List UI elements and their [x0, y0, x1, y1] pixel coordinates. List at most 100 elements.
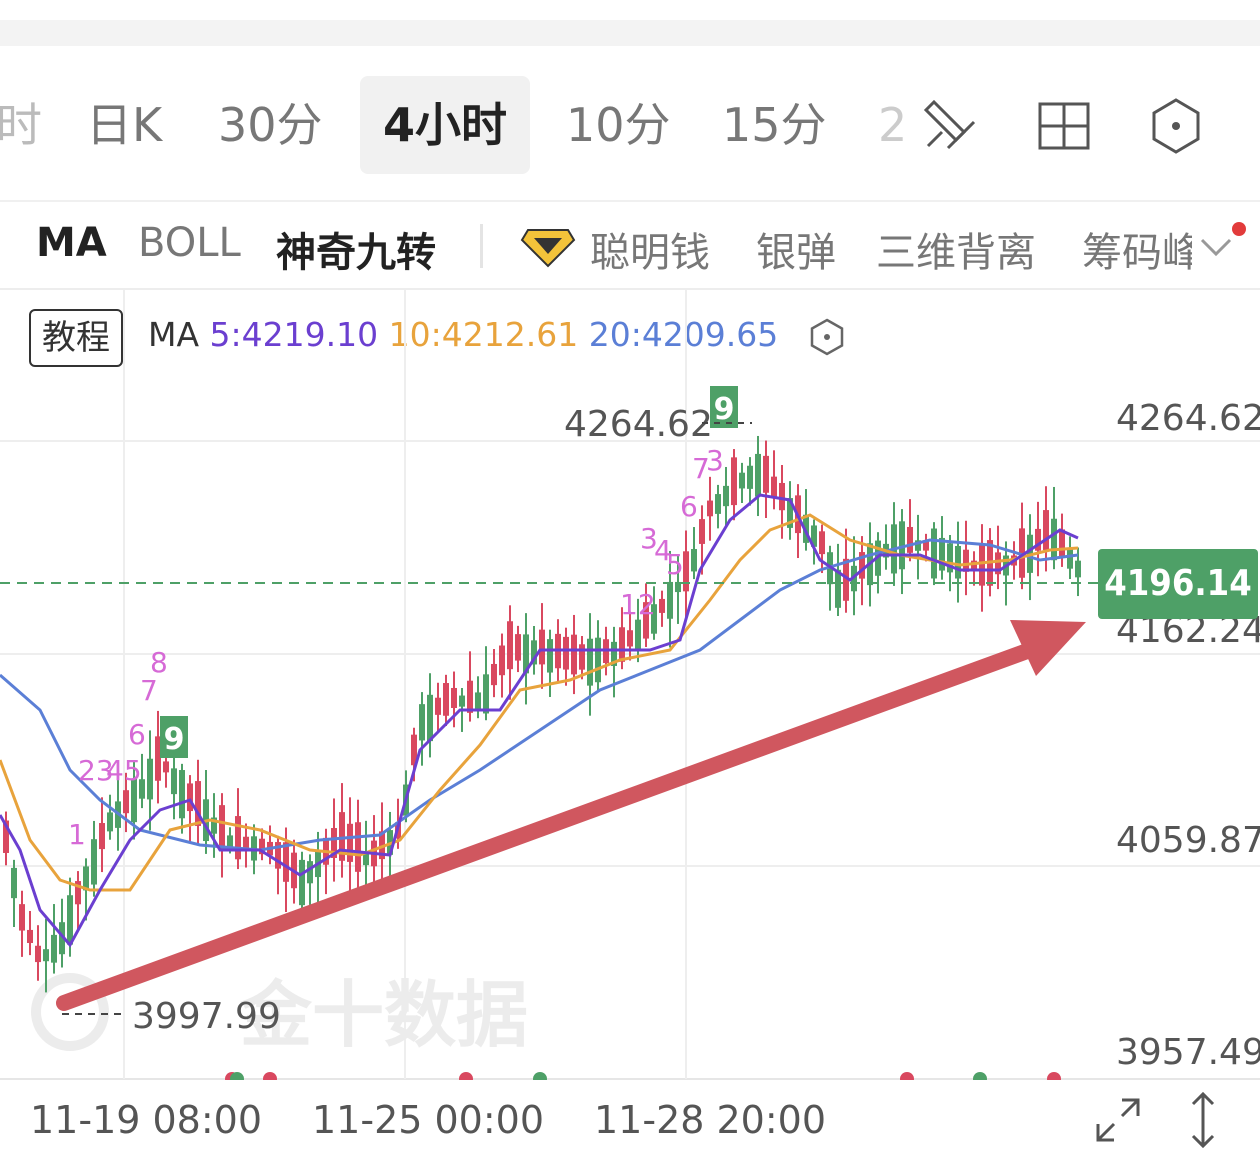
tab-15min[interactable]: 15分 [722, 98, 827, 152]
event-dots [225, 1072, 1061, 1080]
candle-body [1075, 560, 1081, 578]
indicator-ma[interactable]: MA [36, 220, 107, 266]
candle-body [635, 619, 641, 651]
candle-body [731, 457, 737, 506]
indicator-3d-divergence[interactable]: 三维背离 [876, 230, 1036, 276]
x-label-3: 11-28 20:00 [594, 1098, 827, 1142]
candle-body [187, 783, 193, 812]
nine-turn-label: 6 [680, 490, 698, 523]
ma-settings-icon[interactable] [807, 317, 847, 357]
candle-body [331, 828, 337, 858]
event-dot [533, 1072, 547, 1080]
x-axis: 11-19 08:00 11-25 00:00 11-28 20:00 [0, 1080, 1260, 1165]
watermark-logo [31, 973, 109, 1051]
nine-turn-label: 9 [164, 722, 185, 757]
ma20-value: 20:4209.65 [588, 315, 779, 354]
candle-body [779, 482, 785, 511]
candle-body [699, 519, 705, 544]
candle-body [171, 768, 177, 795]
candle-body [523, 634, 529, 674]
fullscreen-icon[interactable] [1092, 1094, 1144, 1146]
candle-body [643, 602, 649, 639]
y-label-3: 4059.87 [1116, 820, 1260, 861]
nine-turn-label: 8 [150, 646, 168, 679]
candle-body [275, 842, 281, 869]
candle-body [811, 525, 817, 547]
candle-body [3, 820, 9, 853]
event-dot [263, 1072, 277, 1080]
candle-body [507, 621, 513, 670]
settings-hexagon-icon[interactable] [1146, 96, 1206, 156]
indicator-chip-peak[interactable]: 筹码峰 [1082, 230, 1192, 276]
candle-body [595, 637, 601, 683]
nine-turn-label: 6 [128, 718, 146, 751]
candle-body [627, 630, 633, 647]
event-dot [973, 1072, 987, 1080]
candlesticks [3, 435, 1081, 993]
tab-daily[interactable]: 日K [86, 98, 163, 152]
candle-body [107, 812, 113, 832]
candle-body [619, 627, 625, 662]
divider [0, 288, 1260, 290]
candle-body [419, 704, 425, 741]
candle-body [435, 697, 441, 715]
candle-body [971, 560, 977, 572]
x-label-2: 11-25 00:00 [312, 1098, 545, 1142]
indicator-boll[interactable]: BOLL [138, 220, 241, 266]
nine-turn-box [710, 386, 738, 428]
ma5-line [0, 493, 1079, 948]
divider [0, 200, 1260, 202]
candle-body [939, 537, 945, 571]
candle-body [259, 838, 265, 855]
tab-30min[interactable]: 30分 [218, 98, 323, 152]
chevron-down-icon[interactable] [1196, 232, 1236, 262]
candle-body [667, 581, 673, 619]
candle-body [1035, 528, 1041, 551]
candle-body [947, 543, 953, 573]
nine-turn-label: 5 [666, 548, 684, 581]
draw-tool-icon[interactable] [920, 96, 980, 156]
candle-body [675, 581, 681, 593]
layout-grid-icon[interactable] [1034, 96, 1094, 156]
tab-10min[interactable]: 10分 [566, 98, 671, 152]
candle-body [459, 695, 465, 707]
vertical-scale-icon[interactable] [1186, 1090, 1220, 1150]
diamond-icon [520, 229, 576, 268]
candle-body [163, 761, 169, 773]
candle-body [299, 859, 305, 906]
candle-body [843, 558, 849, 601]
candle-body [571, 634, 577, 675]
y-label-bottom: 3957.49 [1116, 1032, 1260, 1073]
candle-body [443, 683, 449, 716]
candle-body [931, 528, 937, 579]
tutorial-button[interactable]: 教程 [29, 309, 123, 367]
notification-dot [1232, 222, 1246, 236]
candle-body [123, 790, 129, 814]
candle-body [283, 842, 289, 882]
tab-partial-right[interactable]: 2 [878, 98, 908, 152]
candle-body [43, 949, 49, 962]
ma10-value: 10:4212.61 [388, 315, 579, 354]
candle-body [99, 823, 105, 850]
candle-body [75, 881, 81, 905]
current-price-tag: 4196.14 [1098, 549, 1258, 619]
x-label-1: 11-19 08:00 [30, 1098, 263, 1142]
candle-body [219, 805, 225, 850]
tab-partial-left[interactable]: 时 [0, 98, 42, 152]
nine-turn-label: 7 [692, 452, 710, 485]
nine-turn-label: 3 [706, 444, 724, 477]
candle-body [475, 692, 481, 712]
nine-turn-box [160, 716, 188, 758]
tab-4hour[interactable]: 4小时 [360, 76, 530, 174]
candle-body [27, 929, 33, 944]
candle-body [155, 736, 161, 781]
indicator-nine-turn[interactable]: 神奇九转 [276, 230, 436, 276]
candle-body [771, 476, 777, 497]
indicator-smart-money[interactable]: 聪明钱 [590, 230, 710, 276]
candle-body [131, 778, 137, 823]
moving-average-lines [0, 493, 1079, 948]
indicator-silver-bullet[interactable]: 银弹 [756, 230, 836, 276]
candle-body [923, 540, 929, 551]
